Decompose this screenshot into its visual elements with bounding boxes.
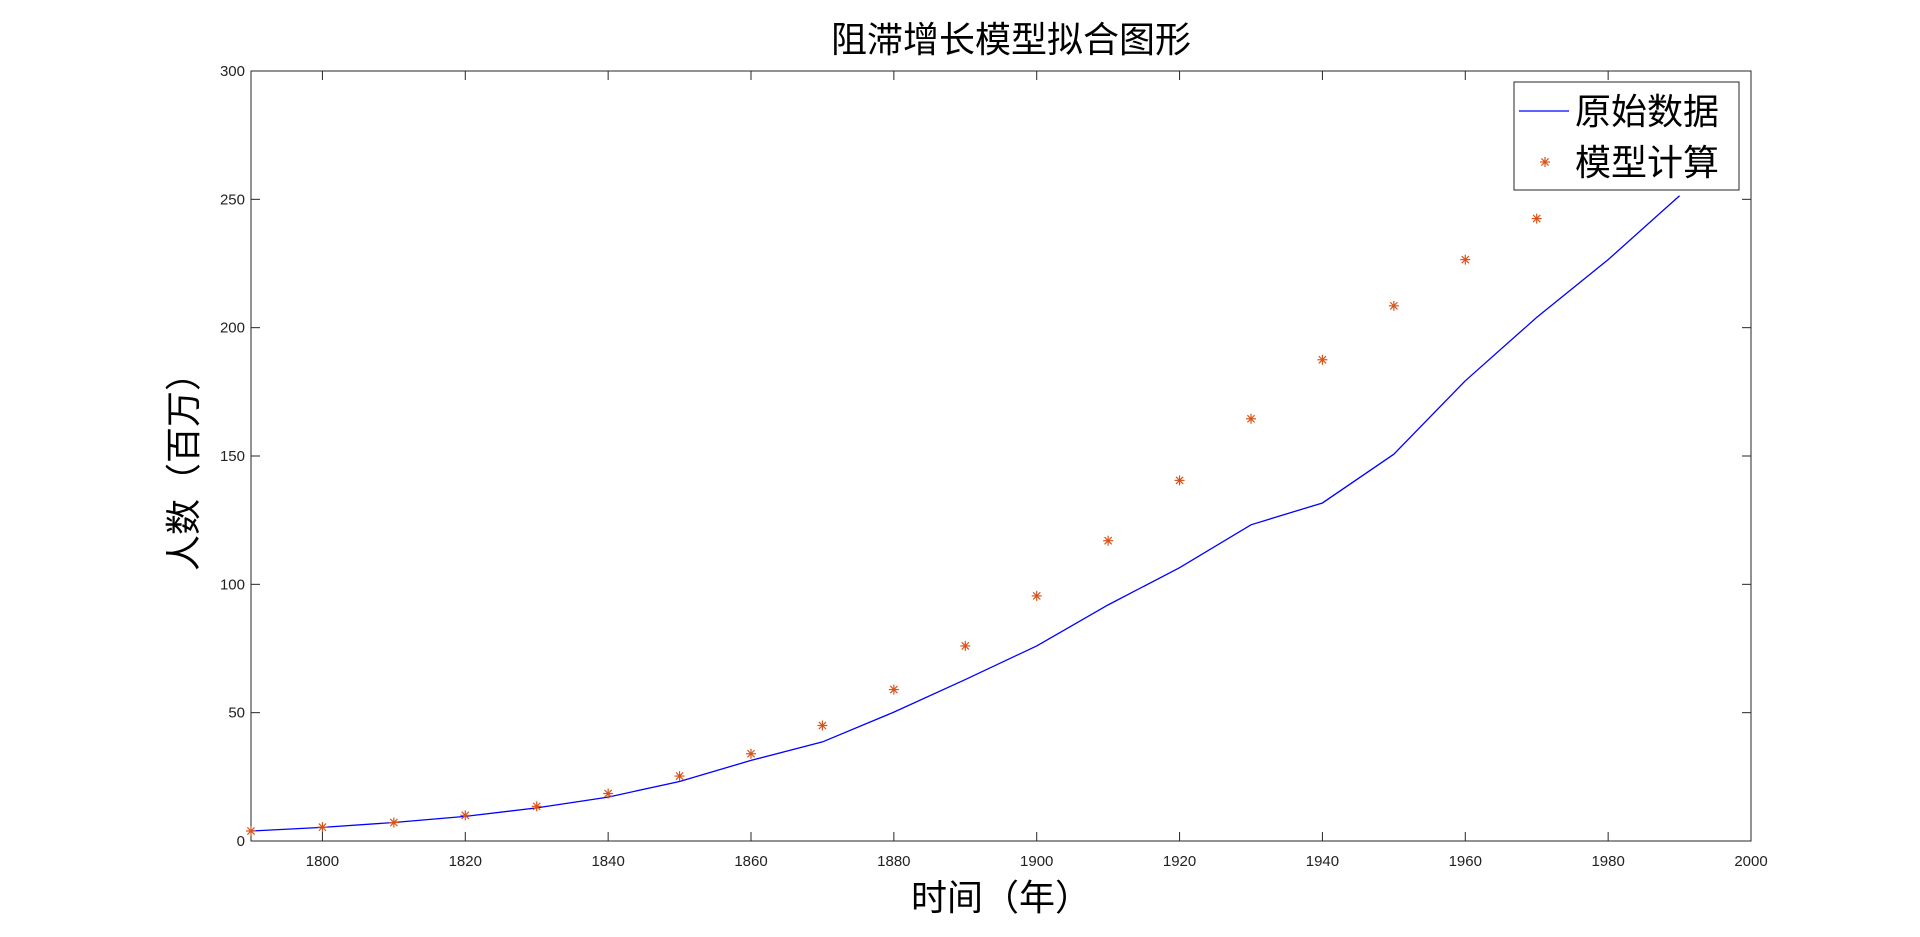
legend-box (1513, 81, 1740, 191)
model-data-point (1174, 475, 1185, 486)
legend-marker-sample (1540, 157, 1550, 167)
x-axis-label: 时间（年） (911, 878, 1091, 919)
y-tick-label: 250 (220, 191, 245, 208)
model-data-point (388, 817, 399, 828)
x-tick-label: 1980 (1591, 853, 1624, 870)
series-line-original-data (250, 195, 1681, 832)
model-data-point (1388, 300, 1399, 311)
legend-label-series-2: 模型计算 (1575, 143, 1719, 184)
y-tick-label: 200 (220, 320, 245, 337)
model-data-point (674, 771, 685, 782)
legend-label-series-1: 原始数据 (1575, 92, 1719, 133)
model-data-point (317, 822, 328, 833)
y-axis-label: 人数（百万） (164, 355, 205, 571)
plot-area (250, 70, 1752, 842)
model-data-point (460, 810, 471, 821)
model-data-point (888, 684, 899, 695)
x-tick-label: 2000 (1734, 853, 1767, 870)
x-tick-label: 1900 (1020, 853, 1053, 870)
x-tick-label: 1860 (734, 853, 767, 870)
model-data-point (1031, 590, 1042, 601)
x-tick-label: 1880 (877, 853, 910, 870)
legend-star-marker (1540, 157, 1550, 167)
y-tick-label: 0 (237, 833, 245, 850)
model-data-point (1103, 535, 1114, 546)
model-data-point (603, 788, 614, 799)
model-data-point (960, 640, 971, 651)
model-data-point (531, 801, 542, 812)
y-axis-ticks: 0 50 100 150 200 250 300 (220, 63, 1751, 850)
y-tick-label: 100 (220, 576, 245, 593)
x-tick-label: 1800 (306, 853, 339, 870)
x-tick-label: 1840 (591, 853, 624, 870)
model-data-point (817, 720, 828, 731)
x-tick-label: 1960 (1449, 853, 1482, 870)
model-data-point (746, 748, 756, 759)
model-data-point (1317, 354, 1328, 365)
legend: 原始数据 模型计算 (1513, 81, 1740, 191)
data-series (246, 195, 1681, 836)
x-tick-label: 1940 (1306, 853, 1339, 870)
y-tick-label: 150 (220, 448, 245, 465)
y-tick-label: 300 (220, 63, 245, 80)
x-axis-ticks: 1800 1820 1840 1860 1880 1900 1920 1940 1960 1980… (306, 71, 1768, 870)
y-tick-label: 50 (228, 705, 245, 722)
model-data-point (246, 825, 256, 836)
model-data-point (1531, 213, 1542, 224)
chart-title: 阻滞增长模型拟合图形 (831, 20, 1191, 61)
x-tick-label: 1820 (449, 853, 482, 870)
model-data-point (1460, 254, 1471, 265)
x-tick-label: 1920 (1163, 853, 1196, 870)
model-data-point (1246, 413, 1256, 424)
